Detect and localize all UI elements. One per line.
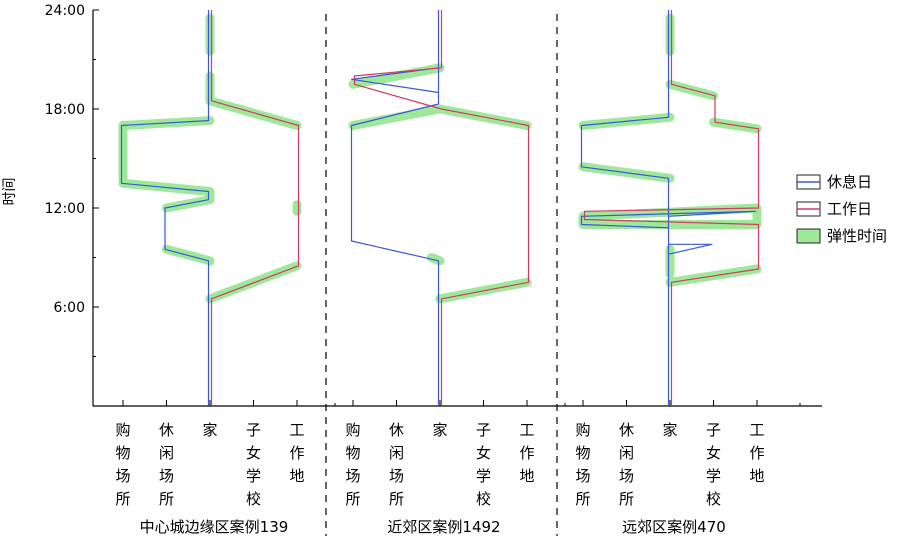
x-category-label: 校 <box>476 490 491 508</box>
legend-label: 工作日 <box>827 200 872 218</box>
x-category-label: 学 <box>476 467 491 485</box>
x-category-label: 所 <box>115 490 130 508</box>
flex-time-layer <box>118 13 762 304</box>
chart-axes <box>92 9 822 536</box>
x-category-label: 子 <box>706 421 721 439</box>
x-category-label: 购 <box>575 421 590 439</box>
x-category-label: 女 <box>476 444 491 462</box>
x-category-label: 作 <box>749 444 764 462</box>
x-category-label: 作 <box>289 444 304 462</box>
flex-time-band <box>348 104 532 130</box>
panel-title: 远郊区案例470 <box>622 518 726 536</box>
x-category-label: 家 <box>202 421 217 439</box>
x-category-label: 所 <box>159 490 174 508</box>
x-category-label: 作 <box>519 444 534 462</box>
x-category-label: 所 <box>575 490 590 508</box>
x-category-label: 子 <box>476 421 491 439</box>
x-category-label: 闲 <box>159 444 174 462</box>
panel-title: 中心城边缘区案例139 <box>140 518 289 536</box>
x-category-label: 所 <box>389 490 404 508</box>
x-category-label: 地 <box>289 467 304 485</box>
y-axis-label: 时间 <box>2 178 18 206</box>
work-day-line <box>583 10 760 406</box>
legend-swatch-flex <box>796 228 821 244</box>
rest-day-line <box>120 10 210 406</box>
y-tick-label: 6:00 <box>54 300 85 316</box>
legend-label: 休息日 <box>827 173 872 191</box>
x-category-label: 闲 <box>619 444 634 462</box>
x-category-label: 场 <box>159 467 174 485</box>
x-category-label: 学 <box>706 467 721 485</box>
x-category-label: 女 <box>246 444 261 462</box>
x-category-label: 购 <box>345 421 360 439</box>
x-category-label: 家 <box>662 421 677 439</box>
series-lines-layer <box>120 10 760 406</box>
x-category-label: 休 <box>619 421 634 439</box>
flex-time-band <box>118 116 215 213</box>
x-category-label: 地 <box>519 467 534 485</box>
x-category-label: 场 <box>115 467 130 485</box>
x-category-label: 家 <box>432 421 447 439</box>
y-tick-label: 18:00 <box>45 102 85 118</box>
x-category-label: 校 <box>246 490 261 508</box>
x-category-label: 购 <box>115 421 130 439</box>
x-category-label: 场 <box>619 467 634 485</box>
x-category-label: 女 <box>706 444 721 462</box>
x-category-label: 物 <box>575 444 590 462</box>
x-category-label: 物 <box>345 444 360 462</box>
x-category-label: 场 <box>389 467 404 485</box>
y-tick-label: 24:00 <box>45 3 85 19</box>
x-category-label: 休 <box>389 421 404 439</box>
work-day-line <box>353 10 530 406</box>
x-category-label: 场 <box>345 467 360 485</box>
x-category-label: 所 <box>345 490 360 508</box>
flex-time-band <box>205 71 302 130</box>
work-day-line <box>210 10 300 406</box>
x-category-label: 学 <box>246 467 261 485</box>
x-category-label: 工 <box>749 421 764 439</box>
x-category-label: 场 <box>575 467 590 485</box>
x-category-label: 地 <box>749 467 764 485</box>
rest-day-line <box>350 10 440 406</box>
panel-title: 近郊区案例1492 <box>387 518 500 536</box>
x-category-label: 校 <box>706 490 721 508</box>
legend-label: 弹性时间 <box>827 227 887 245</box>
x-category-label: 物 <box>115 444 130 462</box>
x-category-label: 休 <box>159 421 174 439</box>
rest-day-line <box>580 10 757 406</box>
x-category-label: 工 <box>519 421 534 439</box>
x-category-label: 子 <box>246 421 261 439</box>
x-category-label: 所 <box>619 490 634 508</box>
y-tick-label: 12:00 <box>45 201 85 217</box>
x-category-label: 闲 <box>389 444 404 462</box>
x-category-label: 工 <box>289 421 304 439</box>
